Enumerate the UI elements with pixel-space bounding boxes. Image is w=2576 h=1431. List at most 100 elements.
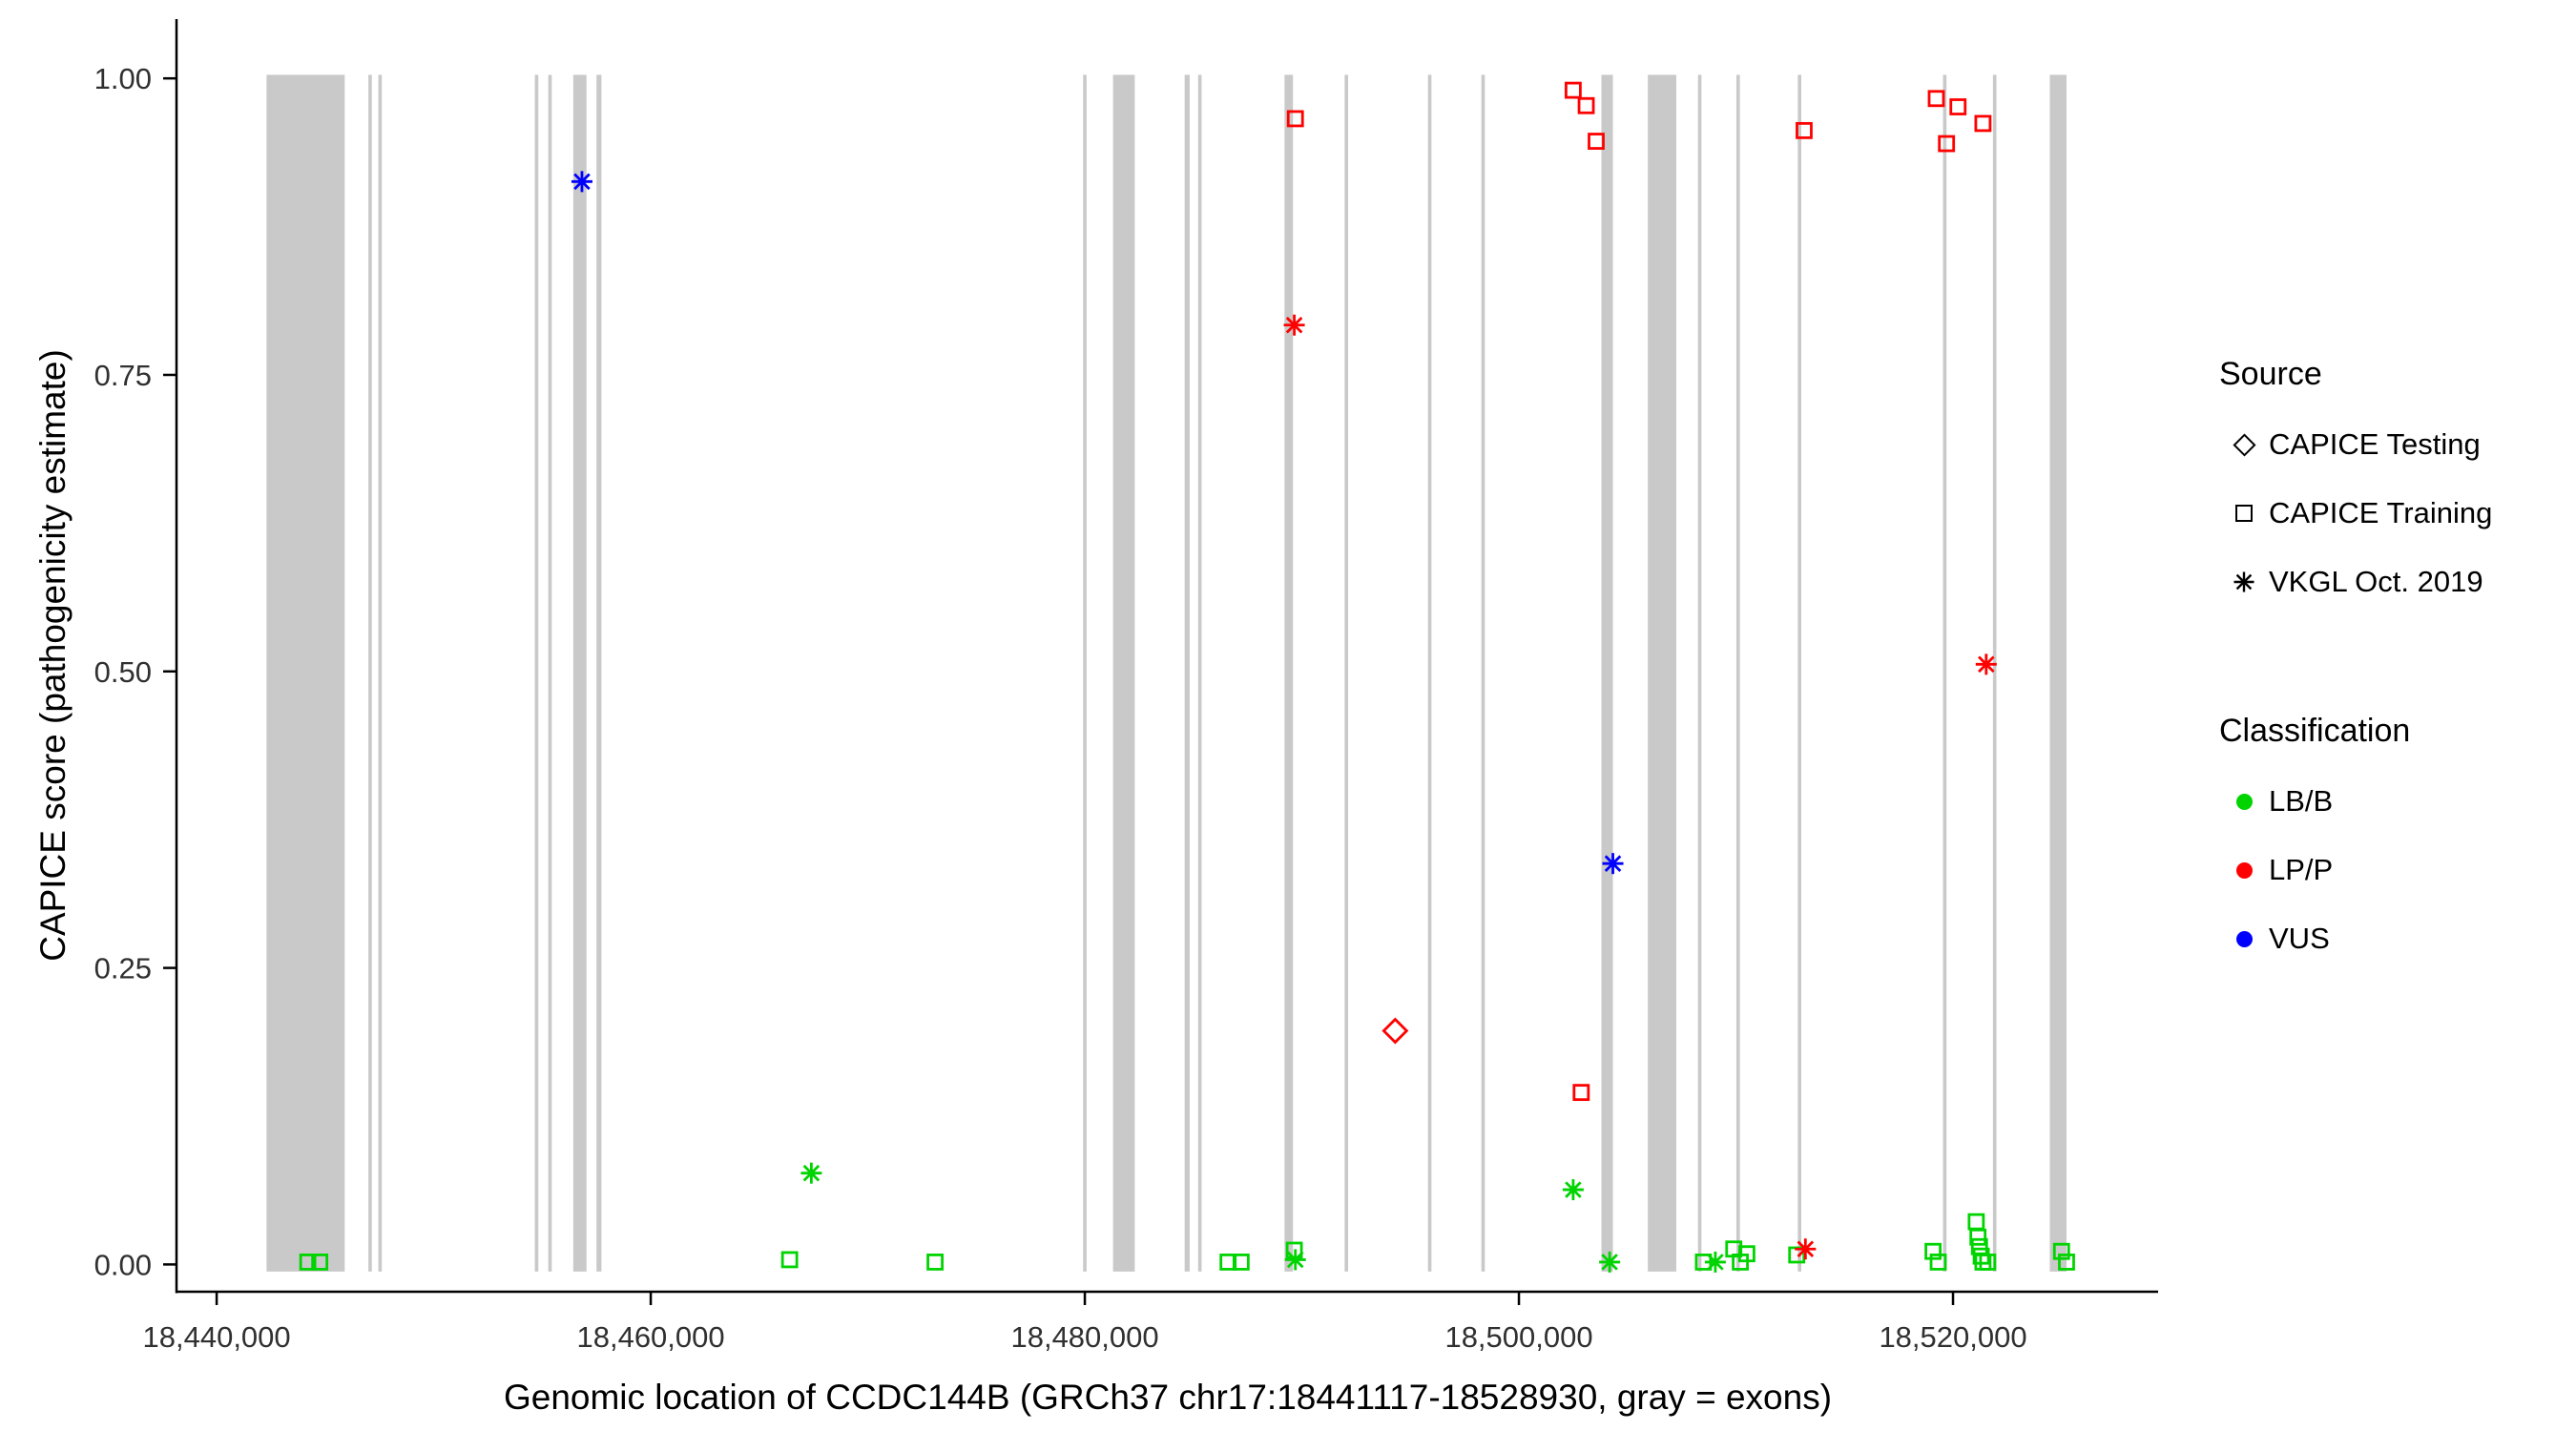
point-square [1974, 114, 1992, 133]
legend-marker-cell [2219, 570, 2269, 594]
exon-band [266, 74, 345, 1272]
point-square [1565, 81, 1582, 99]
legend-item-label: LB/B [2269, 784, 2334, 818]
exon-band [1697, 74, 1702, 1272]
legend-item-capice-training: CAPICE Training [2219, 479, 2492, 548]
exon-band [534, 74, 539, 1272]
exon-band [1735, 74, 1740, 1272]
legend-item-label: CAPICE Testing [2269, 427, 2481, 461]
legend-classification-group: Classification LB/B LP/P VUS [2219, 712, 2492, 973]
exon-band [1427, 74, 1432, 1272]
point-asterisk [1704, 1251, 1726, 1273]
point-square [1949, 98, 1967, 115]
exon-band [2049, 74, 2067, 1272]
exon-band [1083, 74, 1087, 1272]
exon-band [1992, 74, 1997, 1272]
point-square [2052, 1242, 2070, 1260]
asterisk-icon [2233, 571, 2254, 592]
legend-source-title: Source [2219, 356, 2322, 392]
point-square [780, 1251, 799, 1269]
legend-class-dot [2235, 930, 2253, 947]
point-square [1738, 1245, 1755, 1263]
point-asterisk [1795, 1238, 1817, 1260]
point-square [1588, 133, 1605, 150]
x-tick-label: 18,480,000 [1010, 1320, 1158, 1354]
y-tick-label: 0.25 [94, 952, 152, 985]
exon-band [1481, 74, 1485, 1272]
y-tick-label: 1.00 [94, 62, 152, 95]
point-square [1938, 135, 1956, 153]
point-square [1967, 1213, 1985, 1231]
y-tick-label: 0.75 [94, 359, 152, 392]
point-square [299, 1254, 317, 1271]
legend-class-dot [2235, 793, 2253, 810]
exon-band [1942, 74, 1947, 1272]
legend-classification-title: Classification [2219, 713, 2411, 749]
legend-item-lpp: LP/P [2219, 836, 2492, 904]
point-asterisk [1284, 1249, 1306, 1271]
point-square [926, 1254, 944, 1271]
x-axis-title: Genomic location of CCDC144B (GRCh37 chr… [503, 1378, 1833, 1417]
x-tick-label: 18,500,000 [1444, 1320, 1592, 1354]
point-square [2058, 1254, 2075, 1271]
point-asterisk [571, 171, 592, 193]
exon-band [1184, 74, 1190, 1272]
point-square [1232, 1254, 1250, 1271]
legend-marker-cell [2219, 505, 2269, 522]
legend-item-label: CAPICE Training [2269, 496, 2493, 529]
legend-marker-cell [2219, 432, 2269, 457]
legend-item-label: LP/P [2269, 853, 2334, 886]
y-axis-title: CAPICE score (pathogenicity estimate) [33, 349, 73, 962]
y-tick-label: 0.50 [94, 655, 152, 689]
legend-class-dot [2235, 861, 2253, 879]
point-square [1929, 1254, 1947, 1271]
point-asterisk [1283, 314, 1305, 336]
point-square [1796, 121, 1813, 139]
exon-band [378, 74, 383, 1272]
legend-item-vus: VUS [2219, 904, 2492, 973]
x-tick-label: 18,460,000 [576, 1320, 724, 1354]
square-icon [2235, 505, 2253, 522]
exon-band [1648, 74, 1676, 1272]
y-tick-label: 0.00 [94, 1248, 152, 1281]
x-tick-label: 18,520,000 [1879, 1320, 2026, 1354]
point-square [1927, 90, 1945, 108]
legend-item-vkgl: VKGL Oct. 2019 [2219, 548, 2492, 616]
point-square [1286, 110, 1304, 128]
point-square [1979, 1254, 1997, 1271]
legend-marker-cell [2219, 930, 2269, 947]
exon-band [1197, 74, 1202, 1272]
diamond-icon [2232, 432, 2256, 457]
exon-band [1112, 74, 1135, 1272]
legend-item-label: VUS [2269, 922, 2330, 955]
exon-band [596, 74, 602, 1272]
exon-band [548, 74, 552, 1272]
legend-source-group: Source CAPICE Testing CAPICE Training [2219, 355, 2492, 616]
exon-band [1284, 74, 1294, 1272]
legend-item-lbb: LB/B [2219, 767, 2492, 836]
point-diamond [1381, 1017, 1409, 1045]
exon-band [1601, 74, 1613, 1272]
point-asterisk [1975, 653, 1997, 675]
legend-marker-cell [2219, 793, 2269, 810]
point-asterisk [800, 1162, 822, 1184]
point-asterisk [1599, 1251, 1621, 1273]
point-asterisk [1602, 853, 1624, 875]
exon-band [368, 74, 372, 1272]
exon-band [572, 74, 587, 1272]
legend-item-capice-testing: CAPICE Testing [2219, 410, 2492, 479]
legend-marker-cell [2219, 861, 2269, 879]
exon-band [1344, 74, 1349, 1272]
point-asterisk [1562, 1179, 1584, 1201]
exon-band [1797, 74, 1802, 1272]
legend: Source CAPICE Testing CAPICE Training [2219, 355, 2492, 973]
point-square [1577, 96, 1595, 114]
legend-item-label: VKGL Oct. 2019 [2269, 565, 2483, 598]
x-tick-label: 18,440,000 [143, 1320, 291, 1354]
point-square [1969, 1228, 1987, 1246]
point-square [311, 1254, 329, 1271]
point-square [1572, 1084, 1590, 1102]
point-square [1924, 1242, 1942, 1260]
